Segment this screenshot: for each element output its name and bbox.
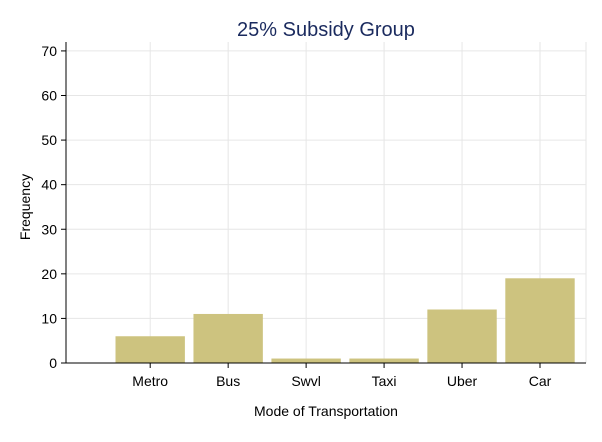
x-tick-label-taxi: Taxi (372, 373, 397, 389)
x-tick-label-bus: Bus (216, 373, 240, 389)
y-axis-label: Frequency (17, 174, 33, 240)
x-ticks: Metro Bus Swvl Taxi Uber Car (132, 363, 552, 389)
x-tick-label-metro: Metro (132, 373, 168, 389)
bar-swvl (271, 358, 341, 363)
bar-bus (193, 313, 263, 363)
y-tick-label-60: 60 (41, 88, 57, 104)
bar-metro (115, 336, 185, 363)
y-ticks: 0 10 20 30 40 50 60 70 (41, 43, 66, 371)
y-tick-label-50: 50 (41, 132, 57, 148)
y-tick-label-40: 40 (41, 177, 57, 193)
bar-uber (427, 309, 497, 363)
x-axis-label: Mode of Transportation (254, 403, 398, 419)
y-tick-label-30: 30 (41, 221, 57, 237)
y-tick-label-70: 70 (41, 43, 57, 59)
y-tick-label-0: 0 (49, 355, 57, 371)
x-tick-label-swvl: Swvl (291, 373, 321, 389)
y-tick-label-20: 20 (41, 266, 57, 282)
bar-car (505, 278, 575, 363)
gridlines (66, 42, 587, 363)
bar-taxi (349, 358, 419, 363)
bars (115, 278, 575, 363)
x-tick-label-uber: Uber (447, 373, 478, 389)
x-tick-label-car: Car (529, 373, 552, 389)
y-tick-label-10: 10 (41, 310, 57, 326)
chart-title: 25% Subsidy Group (237, 19, 415, 41)
